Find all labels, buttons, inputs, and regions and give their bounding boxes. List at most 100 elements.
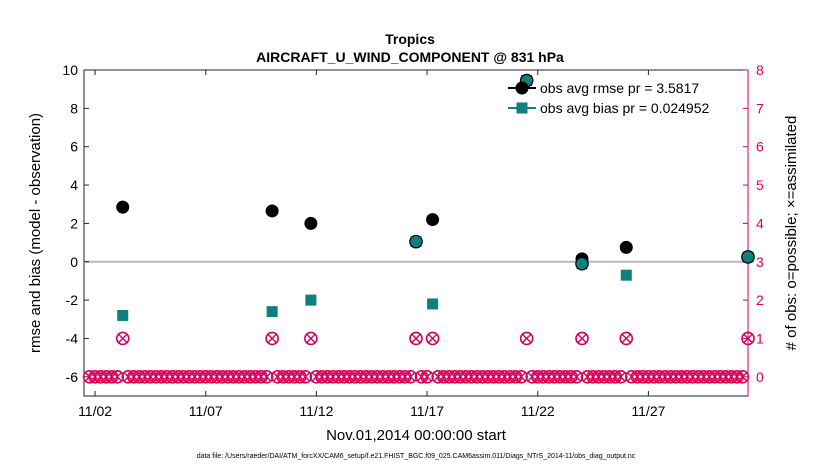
obs-assimilated-stroke	[300, 372, 311, 382]
rmse-point	[116, 200, 130, 214]
bias-point	[305, 294, 317, 306]
bias-point	[427, 298, 439, 310]
x-tick-label: 11/07	[189, 403, 223, 419]
plot-box	[83, 69, 749, 397]
y-tick-label: 2	[70, 215, 78, 231]
obs-possible-marker	[115, 331, 130, 346]
y2-tick-label: 6	[756, 139, 764, 155]
bias-point-overlap	[575, 256, 589, 271]
plot-area	[83, 69, 749, 397]
y2-tick-label: 1	[756, 330, 764, 346]
obs-assimilated-stroke	[118, 333, 128, 344]
obs-assimilated-marker	[577, 333, 587, 344]
obs-assimilated-stroke	[521, 333, 532, 344]
x-axis: 11/02 11/07 11/12 11/17 11/22 11/27	[78, 70, 666, 419]
bias-point-overlap	[741, 250, 755, 264]
y-tick-label: -2	[66, 292, 79, 308]
obs-assimilated-stroke	[306, 333, 316, 344]
obs-assimilated-marker	[112, 372, 122, 382]
obs-assimilated-marker	[516, 372, 526, 382]
chart-title: Tropics	[385, 31, 435, 47]
obs-possible-marker	[304, 331, 318, 346]
obs-assimilated-marker	[300, 372, 311, 382]
obs-count-markers	[82, 331, 755, 384]
y2-tick-label: 5	[756, 177, 764, 193]
obs-possible-marker	[741, 331, 755, 346]
obs-possible-marker	[575, 331, 589, 346]
obs-assimilated-marker	[743, 333, 753, 344]
bias-point	[117, 309, 129, 321]
obs-assimilated-stroke	[427, 333, 438, 344]
data-file-footnote: data file: /Users/raeder/DAI/ATM_forcXX/…	[197, 453, 636, 460]
obs-assimilated-stroke	[112, 372, 122, 382]
obs-assimilated-marker	[411, 333, 421, 344]
y-tick-label: -6	[66, 369, 79, 385]
obs-assimilated-stroke	[616, 372, 626, 382]
y2-tick-label: 2	[756, 292, 764, 308]
obs-assimilated-marker	[737, 372, 748, 382]
y-axis-right: 0 1 2 3 4 5 6 7 8	[743, 62, 764, 396]
obs-possible-marker	[265, 331, 279, 346]
obs-assimilated-stroke	[405, 372, 416, 382]
x-tick-label: 11/27	[631, 403, 665, 419]
obs-assimilated-stroke	[621, 333, 631, 344]
obs-possible-marker	[519, 331, 534, 346]
y2-tick-label: 8	[756, 62, 764, 78]
y-axis-label: rmse and bias (model - observation)	[27, 113, 44, 353]
x-axis-label: Nov.01,2014 00:00:00 start	[326, 427, 507, 444]
y-tick-label: 6	[70, 139, 78, 155]
obs-assimilated-marker	[616, 372, 626, 382]
bias-point	[266, 306, 278, 318]
chart-subtitle: AIRCRAFT_U_WIND_COMPONENT @ 831 hPa	[256, 49, 564, 65]
x-tick-label: 11/17	[410, 403, 444, 419]
y2-tick-label: 4	[756, 215, 764, 231]
obs-assimilated-marker	[118, 333, 128, 344]
obs-assimilated-stroke	[571, 372, 582, 382]
obs-assimilated-stroke	[516, 372, 526, 382]
obs-assimilated-marker	[405, 372, 416, 382]
obs-assimilated-stroke	[422, 372, 432, 382]
rmse-point	[426, 213, 440, 227]
obs-assimilated-stroke	[737, 372, 748, 382]
x-tick-label: 11/12	[299, 403, 333, 419]
y-tick-label: 0	[70, 254, 78, 270]
y-tick-label: 8	[70, 100, 78, 116]
y2-tick-label: 0	[756, 369, 764, 385]
obs-assimilated-marker	[571, 372, 582, 382]
bias-point	[620, 269, 632, 281]
legend-entry-bias: obs avg bias pr = 0.024952	[508, 100, 710, 116]
obs-assimilated-marker	[422, 372, 432, 382]
obs-possible-marker	[409, 331, 423, 346]
legend-label-rmse: obs avg rmse pr = 3.5817	[540, 80, 699, 96]
obs-assimilated-stroke	[261, 372, 272, 382]
obs-assimilated-stroke	[743, 333, 753, 344]
x-tick-label: 11/22	[521, 403, 555, 419]
y-tick-label: 10	[62, 62, 78, 78]
y-tick-label: 4	[70, 177, 78, 193]
obs-assimilated-stroke	[267, 333, 277, 344]
legend-label-bias: obs avg bias pr = 0.024952	[540, 100, 710, 116]
rmse-point	[304, 216, 318, 230]
legend: obs avg rmse pr = 3.5817 obs avg bias pr…	[508, 80, 710, 116]
obs-assimilated-stroke	[411, 333, 421, 344]
obs-assimilated-marker	[621, 333, 631, 344]
legend-entry-rmse: obs avg rmse pr = 3.5817	[508, 80, 699, 96]
bias-point-overlap	[409, 234, 423, 249]
y-axis-left: -6 -4 -2 0 2 4 6 8 10	[62, 62, 89, 385]
y2-tick-label: 3	[756, 254, 764, 270]
stat-markers	[116, 73, 755, 321]
rmse-point	[619, 240, 633, 254]
y-tick-label: -4	[66, 330, 79, 346]
y2-tick-label: 7	[756, 100, 764, 116]
obs-assimilated-marker	[261, 372, 272, 382]
obs-assimilated-marker	[521, 333, 532, 344]
obs-assimilated-marker	[306, 333, 316, 344]
y2-axis-label: # of obs: o=possible; ×=assimilated	[783, 116, 800, 351]
rmse-point	[265, 204, 279, 218]
obs-possible-marker	[425, 331, 440, 346]
x-tick-label: 11/02	[78, 403, 112, 419]
obs-assimilated-stroke	[577, 333, 587, 344]
obs-assimilated-marker	[267, 333, 277, 344]
obs-possible-marker	[619, 331, 634, 346]
